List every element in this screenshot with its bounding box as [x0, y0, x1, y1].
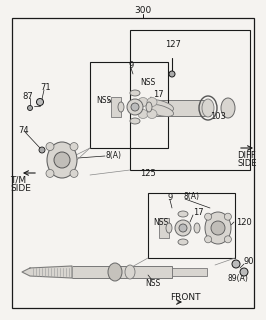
- Ellipse shape: [130, 90, 140, 96]
- Circle shape: [225, 236, 231, 243]
- Bar: [90, 62, 168, 148]
- Ellipse shape: [138, 98, 148, 107]
- Text: 89(A): 89(A): [228, 274, 249, 283]
- Text: NSS: NSS: [153, 218, 168, 227]
- FancyArrow shape: [72, 266, 172, 278]
- FancyArrow shape: [111, 97, 121, 117]
- Bar: [130, 30, 250, 170]
- Text: 103: 103: [210, 111, 226, 121]
- Text: 120: 120: [236, 218, 252, 227]
- Text: 90: 90: [244, 258, 255, 267]
- Circle shape: [46, 143, 54, 151]
- Circle shape: [205, 236, 211, 243]
- Text: T/M: T/M: [10, 175, 26, 185]
- Text: FRONT: FRONT: [170, 293, 200, 302]
- Ellipse shape: [147, 98, 157, 107]
- FancyArrow shape: [150, 100, 210, 116]
- Ellipse shape: [178, 239, 188, 245]
- Circle shape: [39, 147, 45, 153]
- Text: 125: 125: [140, 169, 156, 178]
- Ellipse shape: [146, 100, 174, 112]
- Ellipse shape: [125, 265, 135, 279]
- Ellipse shape: [202, 99, 214, 117]
- Text: 9: 9: [128, 60, 134, 69]
- Polygon shape: [22, 266, 72, 278]
- Ellipse shape: [194, 223, 200, 233]
- Text: 300: 300: [134, 5, 152, 14]
- Ellipse shape: [205, 212, 231, 244]
- Text: 74: 74: [18, 125, 29, 134]
- Circle shape: [205, 213, 211, 220]
- Ellipse shape: [108, 263, 122, 281]
- Text: NSS: NSS: [140, 77, 155, 86]
- Circle shape: [179, 224, 187, 232]
- Text: NSS: NSS: [145, 278, 160, 287]
- Ellipse shape: [146, 104, 174, 116]
- Ellipse shape: [166, 223, 172, 233]
- Text: 127: 127: [165, 39, 181, 49]
- Ellipse shape: [178, 211, 188, 217]
- Circle shape: [175, 220, 191, 236]
- Text: 17: 17: [153, 90, 164, 99]
- Circle shape: [232, 260, 240, 268]
- Text: 8(A): 8(A): [105, 150, 121, 159]
- Circle shape: [131, 103, 139, 111]
- Circle shape: [70, 143, 78, 151]
- Text: SIDE: SIDE: [10, 183, 31, 193]
- Ellipse shape: [47, 142, 77, 178]
- Circle shape: [169, 71, 175, 77]
- Bar: [148, 193, 235, 258]
- Ellipse shape: [138, 109, 148, 118]
- Circle shape: [27, 106, 32, 110]
- Circle shape: [127, 99, 143, 115]
- Text: 8(A): 8(A): [183, 191, 199, 201]
- Ellipse shape: [147, 109, 157, 118]
- Text: DIFF: DIFF: [237, 150, 256, 159]
- Ellipse shape: [118, 102, 124, 112]
- FancyArrow shape: [172, 268, 207, 276]
- Circle shape: [240, 268, 248, 276]
- Ellipse shape: [146, 102, 152, 112]
- Ellipse shape: [221, 98, 235, 118]
- Ellipse shape: [130, 118, 140, 124]
- Text: SIDE: SIDE: [237, 158, 256, 167]
- Circle shape: [54, 152, 70, 168]
- Circle shape: [36, 99, 44, 106]
- Text: 9: 9: [167, 193, 173, 202]
- Circle shape: [70, 169, 78, 177]
- Circle shape: [46, 169, 54, 177]
- FancyArrow shape: [159, 218, 169, 238]
- Text: 17: 17: [193, 207, 204, 217]
- Text: 87: 87: [22, 92, 33, 100]
- Text: NSS: NSS: [96, 95, 111, 105]
- Circle shape: [211, 221, 225, 235]
- Circle shape: [225, 213, 231, 220]
- Text: 71: 71: [40, 83, 51, 92]
